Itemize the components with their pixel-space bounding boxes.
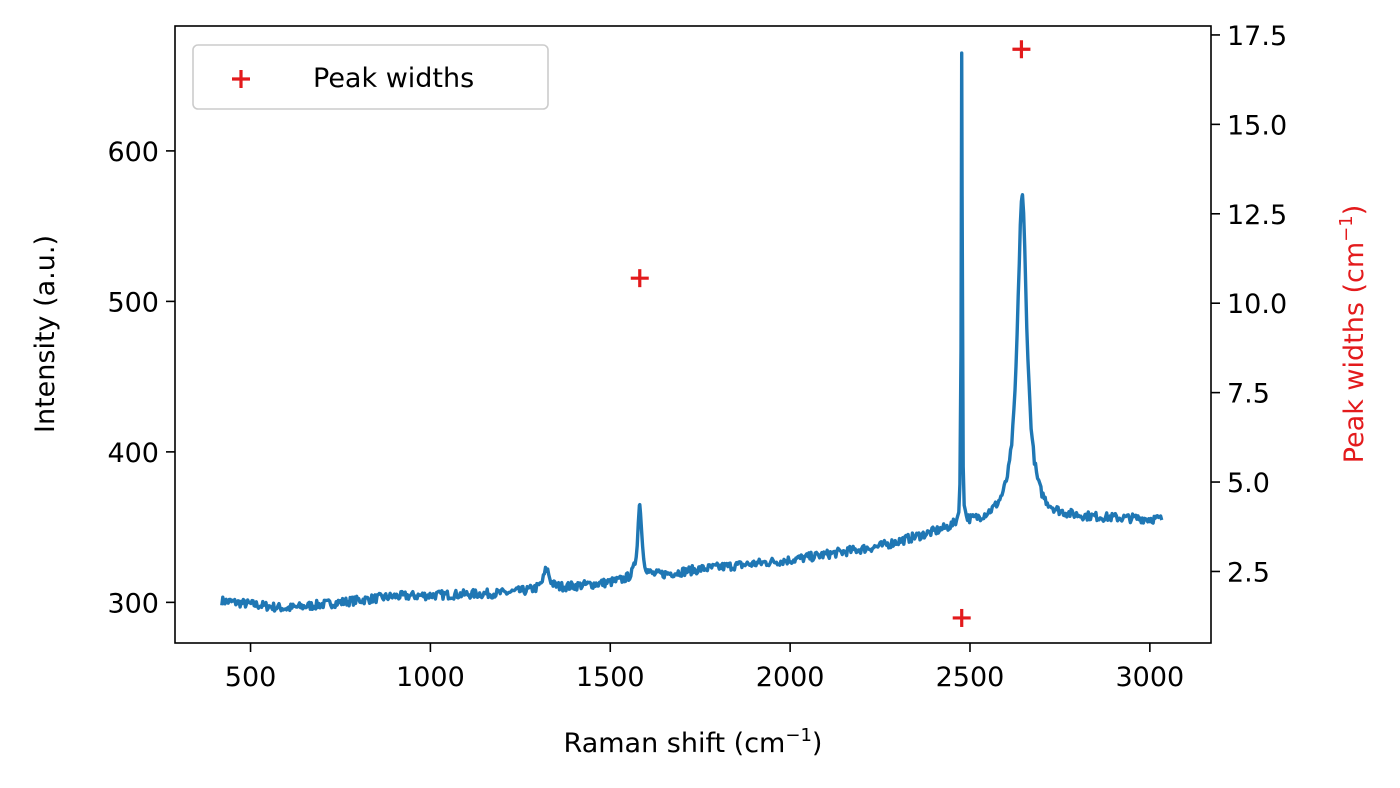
x-axis-title-sup: −1 — [785, 725, 812, 746]
right-y-axis-title: Peak widths (cm−1) — [1336, 205, 1370, 464]
right-y-tick-label: 2.5 — [1227, 557, 1270, 588]
legend-entry-label: Peak widths — [313, 63, 474, 94]
legend-marker-plus — [232, 70, 250, 88]
right-y-axis-title-sup: −1 — [1336, 215, 1357, 242]
right-y-tick-label: 5.0 — [1227, 468, 1270, 499]
x-tick-label: 2000 — [756, 662, 825, 693]
peak-width-point — [1012, 40, 1031, 59]
left-y-axis-title: Intensity (a.u.) — [30, 235, 61, 433]
right-y-tick-label: 10.0 — [1227, 289, 1287, 320]
x-axis-title-text: Raman shift (cm — [564, 728, 786, 759]
x-axis-title: Raman shift (cm−1) — [564, 725, 823, 759]
peak-width-markers — [630, 40, 1031, 627]
x-tick-label: 1500 — [576, 662, 645, 693]
spectrum-line — [220, 51, 1164, 613]
right-y-axis-title-text: Peak widths (cm — [1339, 242, 1370, 463]
right-y-axis-title-end: ) — [1339, 205, 1370, 216]
right-y-tick-label: 15.0 — [1227, 110, 1287, 141]
plot-area — [220, 40, 1164, 627]
right-y-tick-label: 17.5 — [1227, 21, 1287, 52]
peak-width-point — [630, 269, 649, 288]
left-y-tick-label: 600 — [107, 137, 159, 168]
x-tick-label: 2500 — [936, 662, 1005, 693]
left-y-tick-label: 300 — [107, 588, 159, 619]
right-y-tick-label: 12.5 — [1227, 200, 1287, 231]
x-tick-label: 3000 — [1115, 662, 1184, 693]
right-y-tick-label: 7.5 — [1227, 379, 1270, 410]
plot-frame — [174, 25, 1212, 644]
left-y-tick-label: 400 — [107, 438, 159, 469]
right-y-axis-ticks: 2.5 5.0 7.5 10.0 12.5 15.0 17.5 — [1211, 21, 1287, 588]
left-y-tick-label: 500 — [107, 287, 159, 318]
x-tick-label: 500 — [225, 662, 277, 693]
legend: Peak widths — [192, 44, 549, 110]
peak-width-point — [952, 608, 971, 627]
x-tick-label: 1000 — [396, 662, 465, 693]
x-axis-ticks: 500 1000 1500 2000 2500 3000 — [225, 643, 1184, 693]
x-axis-title-end: ) — [812, 728, 823, 759]
legend-plus-marker — [232, 70, 250, 88]
left-y-axis-ticks: 300 400 500 600 — [107, 137, 175, 619]
legend-box — [192, 44, 549, 110]
